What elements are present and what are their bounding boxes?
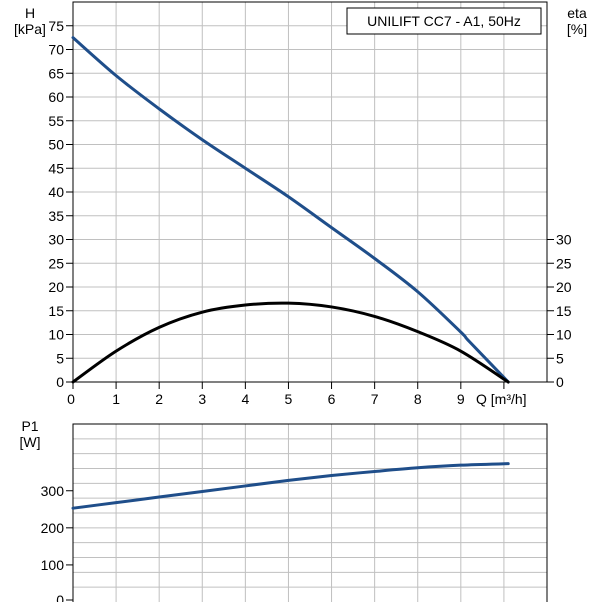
right-axis-unit: [%] [567, 21, 587, 37]
left-tick-label: 40 [48, 184, 64, 200]
left-tick-label: 65 [48, 65, 64, 81]
right-tick-label: 10 [556, 327, 572, 343]
power-curve [71, 462, 510, 510]
left-tick-label: 10 [48, 327, 64, 343]
title-box [346, 7, 542, 35]
power-tick-label: 100 [41, 557, 65, 573]
right-tick-label: 15 [556, 303, 572, 319]
top-plot-series [71, 36, 510, 384]
left-tick-label: 60 [48, 89, 64, 105]
power-axis-unit: [W] [20, 434, 41, 450]
left-tick-label: 30 [48, 232, 64, 248]
x-tick-label: 4 [241, 391, 249, 407]
power-tick-label: 200 [41, 520, 65, 536]
left-y-axis-ticks: 0 5 10 15 20 25 30 35 40 45 50 55 60 65 70 75 [48, 18, 73, 390]
x-tick-label: 6 [328, 391, 336, 407]
chart-title: UNILIFT CC7 - A1, 50Hz [367, 13, 521, 29]
power-y-axis-ticks: 0 100 200 300 [41, 483, 73, 607]
x-axis-ticks: 0 1 2 3 4 5 6 7 8 9 [67, 382, 505, 407]
power-tick-label: 300 [41, 483, 65, 499]
left-tick-label: 5 [56, 350, 64, 366]
right-axis-name: eta [567, 5, 587, 21]
x-tick-label: 8 [414, 391, 422, 407]
efficiency-curve [71, 301, 510, 384]
left-tick-label: 35 [48, 208, 64, 224]
top-plot-grid [73, 2, 547, 382]
right-tick-label: 25 [556, 255, 572, 271]
bottom-plot-series [71, 462, 510, 510]
x-tick-label: 3 [198, 391, 206, 407]
power-axis-name: P1 [21, 418, 38, 434]
left-tick-label: 25 [48, 255, 64, 271]
left-tick-label: 55 [48, 113, 64, 129]
right-tick-label: 0 [556, 374, 564, 390]
head-curve [71, 36, 510, 384]
left-tick-label: 20 [48, 279, 64, 295]
x-tick-label: 0 [67, 391, 75, 407]
power-tick-label: 0 [56, 592, 64, 602]
right-tick-label: 5 [556, 350, 564, 366]
x-tick-label: 2 [155, 391, 163, 407]
right-tick-label: 20 [556, 279, 572, 295]
left-tick-label: 75 [48, 18, 64, 34]
x-tick-label: 1 [112, 391, 120, 407]
left-tick-label: 70 [48, 42, 64, 58]
left-axis-name: H [25, 5, 35, 21]
bottom-plot-grid [73, 424, 547, 602]
x-axis-label: Q [m³/h] [476, 391, 527, 407]
x-tick-label: 9 [457, 391, 465, 407]
x-tick-label: 7 [371, 391, 379, 407]
left-tick-label: 45 [48, 160, 64, 176]
right-y-axis-ticks: 0 5 10 15 20 25 30 [547, 232, 572, 390]
x-tick-label: 5 [285, 391, 293, 407]
left-axis-unit: [kPa] [14, 21, 46, 37]
left-tick-label: 0 [56, 374, 64, 390]
left-tick-label: 15 [48, 303, 64, 319]
left-tick-label: 50 [48, 137, 64, 153]
right-tick-label: 30 [556, 232, 572, 248]
